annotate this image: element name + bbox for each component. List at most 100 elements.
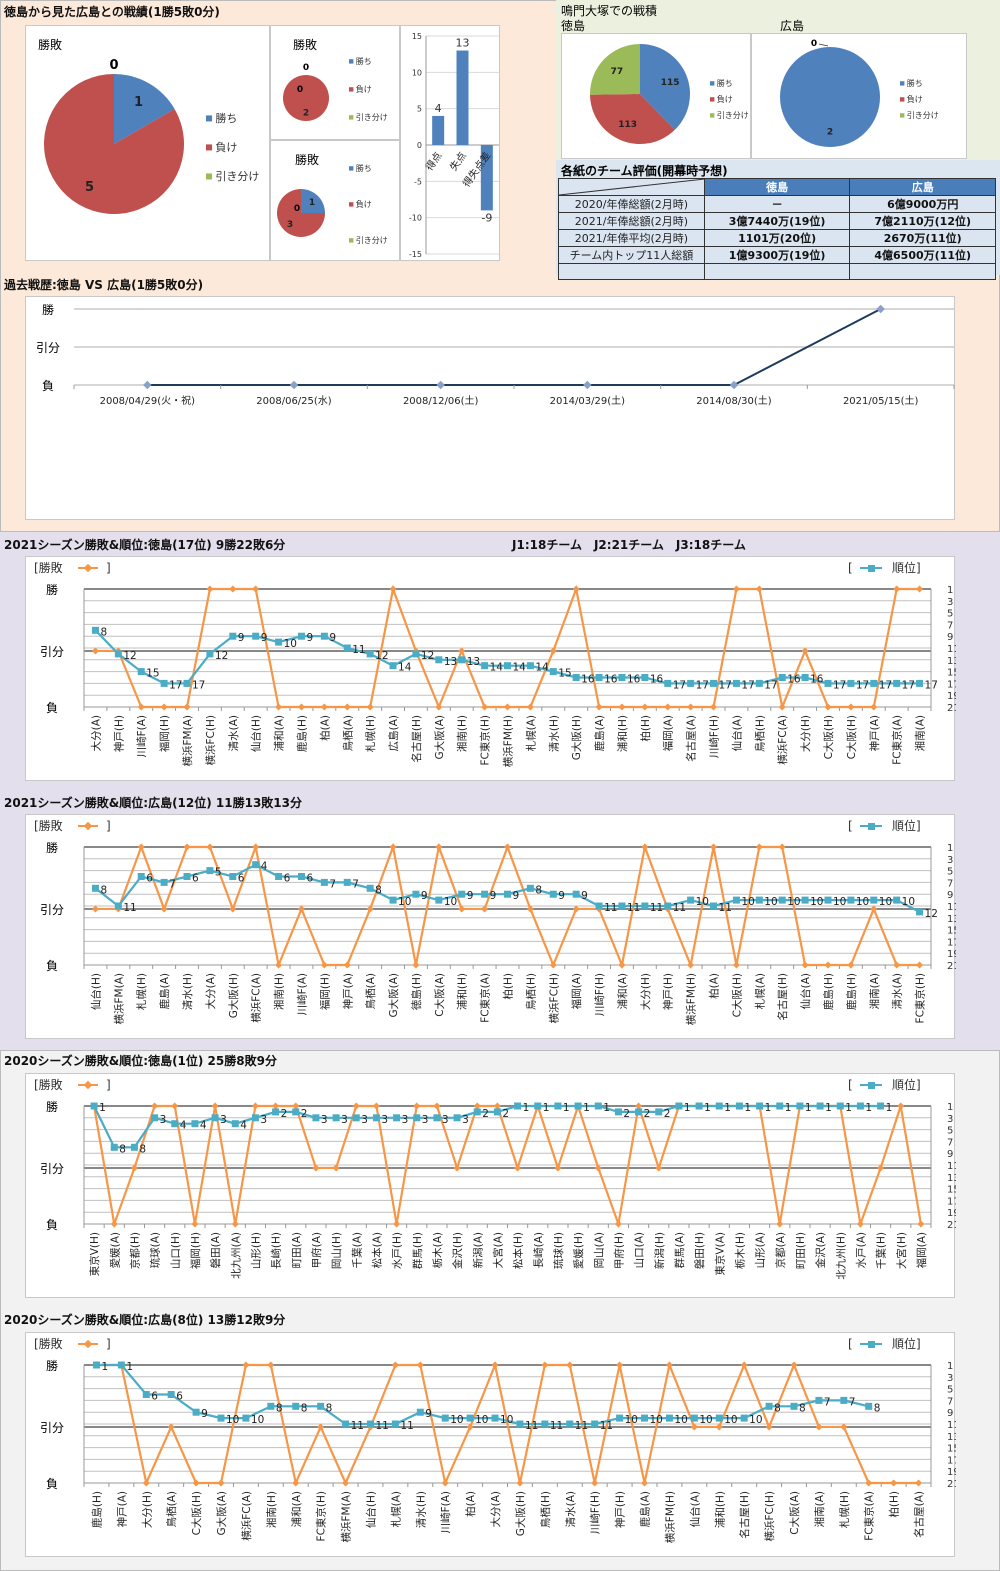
h2h-home-pie-panel: 勝敗 2 勝ち 負け 引き分け 0 0 bbox=[270, 25, 400, 140]
legend-label: 勝ち bbox=[356, 163, 372, 173]
y-tick-label: 15 bbox=[412, 32, 422, 41]
x-tick-label: 岡山(A) bbox=[593, 1232, 605, 1268]
legend-swatch-win bbox=[900, 81, 905, 86]
rank-data-label: 10 bbox=[787, 896, 800, 908]
right-y-tick-label: 13 bbox=[947, 914, 956, 925]
rank-data-label: 2 bbox=[482, 1108, 489, 1120]
x-tick-label: 広島(A) bbox=[387, 715, 400, 751]
x-tick-label: 名古屋(H) bbox=[410, 715, 423, 763]
result-point bbox=[229, 905, 237, 913]
x-tick-label: G大阪(A) bbox=[433, 715, 446, 760]
x-tick-label: G大阪(H) bbox=[570, 715, 583, 760]
rank-point bbox=[566, 1420, 574, 1428]
rank-point bbox=[665, 1414, 673, 1422]
right-y-tick-label: 5 bbox=[947, 1126, 953, 1137]
result-point bbox=[776, 1220, 784, 1228]
rank-data-label: 1 bbox=[603, 1102, 610, 1114]
rank-data-label: 16 bbox=[581, 674, 595, 686]
x-tick-label: 大分(H) bbox=[799, 715, 812, 752]
x-tick-label: C大阪(H) bbox=[190, 1491, 203, 1535]
data-point bbox=[143, 380, 152, 390]
legend-swatch-draw bbox=[349, 238, 354, 243]
x-tick-label: 大分(H) bbox=[639, 973, 652, 1010]
legend-label: 負け bbox=[356, 84, 372, 94]
rank-data-label: 17 bbox=[764, 679, 777, 691]
rank-data-label: 17 bbox=[696, 679, 709, 691]
pie-data-label-loss: 0 bbox=[811, 39, 817, 49]
legend-swatch-win bbox=[349, 166, 354, 171]
x-tick-label: 大宮(A) bbox=[491, 1232, 504, 1268]
rank-point bbox=[790, 1402, 798, 1410]
rank-data-label: 16 bbox=[627, 674, 641, 686]
rank-data-label: 10 bbox=[749, 1414, 762, 1426]
data-point bbox=[583, 380, 592, 390]
x-tick-label: 名古屋(H) bbox=[738, 1491, 751, 1539]
legend-rank-open: [ bbox=[848, 819, 853, 833]
rank-data-label: 14 bbox=[513, 662, 527, 674]
result-point bbox=[453, 1164, 461, 1172]
rank-point bbox=[801, 896, 809, 904]
x-tick-label: 川崎F(A) bbox=[135, 715, 148, 757]
x-tick-label: 横浜FC(H) bbox=[204, 715, 217, 765]
rank-point bbox=[856, 1102, 864, 1110]
legend-swatch-loss bbox=[710, 97, 715, 102]
legend-result-label: [勝敗 bbox=[34, 1336, 63, 1351]
x-tick-label: 金沢(H) bbox=[451, 1232, 464, 1269]
h2h-total-pie-title: 勝敗 bbox=[38, 38, 63, 52]
result-point bbox=[655, 1164, 663, 1172]
rank-data-label: 6 bbox=[146, 873, 153, 885]
pie-data-label: 1 bbox=[309, 198, 315, 208]
rank-data-label: 11 bbox=[123, 902, 136, 914]
legend-result-close: ] bbox=[106, 1337, 111, 1351]
evaluation-row-label: 2021/年俸平均(2月時) bbox=[558, 229, 705, 247]
rank-data-label: 11 bbox=[575, 1420, 588, 1432]
result-point bbox=[167, 1423, 175, 1431]
rank-point bbox=[252, 632, 260, 640]
rank-data-label: 11 bbox=[550, 1420, 563, 1432]
x-tick-label: 鳥栖(H) bbox=[539, 1491, 552, 1528]
legend-label: 勝ち bbox=[356, 56, 372, 66]
legend-swatch-win bbox=[349, 59, 354, 64]
season-2021-hiroshima-title: 2021シーズン勝敗&順位:広島(12位) 11勝13敗13分 bbox=[4, 796, 303, 810]
x-tick-label: 町田(H) bbox=[795, 1232, 807, 1269]
result-point bbox=[171, 1102, 179, 1110]
x-tick-label: 横浜FM(A) bbox=[181, 715, 194, 766]
legend-result-label: [勝敗 bbox=[34, 560, 63, 575]
result-point bbox=[755, 585, 763, 593]
rank-data-label: 10 bbox=[284, 638, 297, 650]
rank-point bbox=[91, 626, 99, 634]
rank-point bbox=[130, 1143, 138, 1151]
x-tick-label: 鹿島(H) bbox=[90, 1491, 103, 1528]
x-tick-label: 湘南(A) bbox=[868, 973, 881, 1009]
x-tick-label: C大阪(A) bbox=[788, 1491, 801, 1535]
x-tick-label: 湘南(H) bbox=[456, 715, 469, 752]
y-tick-label: 負 bbox=[42, 379, 54, 393]
x-tick-label: 札幌(H) bbox=[838, 1491, 851, 1528]
x-tick-label: 仙台(H) bbox=[250, 715, 263, 752]
x-tick-label: 磐田(H) bbox=[693, 1232, 706, 1269]
x-tick-label: 鹿島(A) bbox=[158, 973, 171, 1009]
result-point bbox=[393, 1220, 401, 1228]
x-tick-label: 名古屋(A) bbox=[685, 715, 698, 762]
x-tick-label: 川崎F(H) bbox=[589, 1491, 602, 1534]
result-point bbox=[893, 961, 901, 969]
rank-data-label: 1 bbox=[886, 1102, 893, 1114]
rank-data-label: 16 bbox=[787, 674, 801, 686]
x-tick-label: 鹿島(A) bbox=[639, 1491, 652, 1527]
rank-point bbox=[297, 873, 305, 880]
y-tick-label: -5 bbox=[414, 177, 422, 186]
evaluation-row: 2021/年俸平均(2月時) 1101万(20位) 2670万(11位) bbox=[558, 229, 996, 247]
right-y-tick-label: 5 bbox=[947, 867, 953, 878]
rank-data-label: 10 bbox=[500, 1414, 513, 1426]
x-tick-label: 名古屋(A) bbox=[913, 1491, 926, 1538]
y-tick-label: 0 bbox=[417, 141, 422, 150]
bar bbox=[456, 50, 469, 145]
y-tick-label-win: 勝 bbox=[46, 582, 58, 597]
rank-data-label: 10 bbox=[741, 896, 754, 908]
evaluation-title: 各紙のチーム評価(開幕時予想) bbox=[561, 164, 728, 178]
rank-point bbox=[916, 908, 924, 916]
rank-point bbox=[616, 1414, 624, 1422]
rank-data-label: 12 bbox=[421, 650, 434, 662]
rank-point bbox=[435, 656, 443, 664]
